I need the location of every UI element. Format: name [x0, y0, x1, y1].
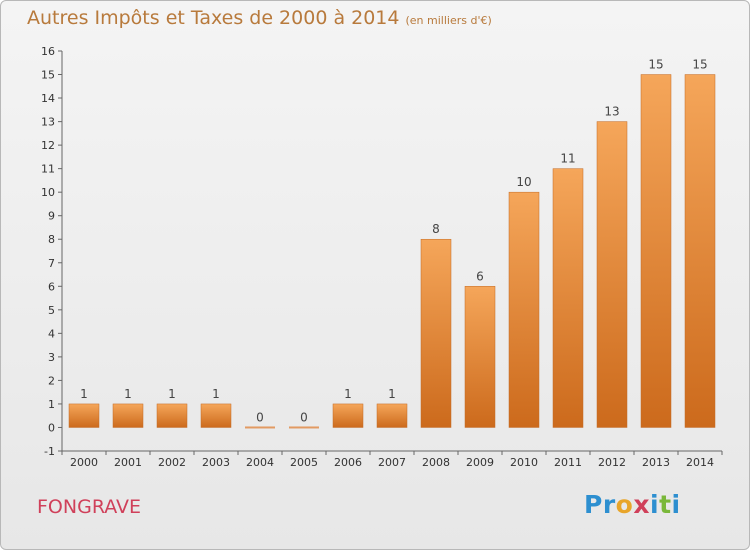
logo-letter: x	[633, 490, 650, 519]
bar-value-label: 1	[80, 387, 88, 401]
bar	[376, 403, 408, 428]
bar-value-label: 11	[560, 152, 575, 166]
y-tick-label: 7	[48, 257, 55, 270]
bar-value-label: 8	[432, 222, 440, 236]
y-tick-label: 1	[48, 398, 55, 411]
x-tick-label: 2002	[158, 456, 186, 469]
y-tick-label: 12	[41, 139, 55, 152]
bar	[464, 286, 496, 428]
y-tick-label: 15	[41, 69, 55, 82]
x-tick-label: 2001	[114, 456, 142, 469]
chart-subtitle: (en milliers d'€)	[405, 14, 492, 27]
bar-value-label: 1	[124, 387, 132, 401]
x-tick-label: 2006	[334, 456, 362, 469]
commune-name: FONGRAVE	[37, 496, 142, 518]
x-tick-label: 2011	[554, 456, 582, 469]
bar	[200, 403, 232, 428]
logo-letter: o	[615, 490, 634, 519]
proxiti-logo: Proxiti	[584, 490, 681, 519]
x-tick-label: 2003	[202, 456, 230, 469]
bar	[640, 74, 672, 428]
bar-value-label: 0	[256, 410, 264, 424]
logo-letter: i	[671, 490, 681, 519]
x-tick-label: 2004	[246, 456, 274, 469]
chart-title-text: Autres Impôts et Taxes de 2000 à 2014	[27, 7, 400, 29]
y-tick-label: -1	[44, 445, 55, 458]
y-tick-label: 2	[48, 374, 55, 387]
x-tick-label: 2008	[422, 456, 450, 469]
y-tick-label: 14	[41, 92, 55, 105]
x-tick-label: 2005	[290, 456, 318, 469]
x-tick-label: 2012	[598, 456, 626, 469]
logo-letter: i	[650, 490, 660, 519]
bar	[245, 426, 275, 429]
bar	[420, 238, 452, 428]
x-tick-label: 2013	[642, 456, 670, 469]
y-tick-label: 5	[48, 304, 55, 317]
bar-value-label: 13	[604, 105, 619, 119]
bar-value-label: 15	[692, 58, 707, 72]
y-tick-label: 11	[41, 163, 55, 176]
y-tick-label: 13	[41, 116, 55, 129]
bar-value-label: 1	[344, 387, 352, 401]
y-tick-label: 4	[48, 327, 55, 340]
bar-value-label: 0	[300, 410, 308, 424]
y-tick-label: 6	[48, 280, 55, 293]
logo-letter: t	[659, 490, 672, 519]
x-tick-label: 2009	[466, 456, 494, 469]
chart-title: Autres Impôts et Taxes de 2000 à 2014 (en…	[27, 7, 492, 29]
x-tick-label: 2000	[70, 456, 98, 469]
y-tick-label: 9	[48, 210, 55, 223]
bar-value-label: 6	[476, 269, 484, 283]
bar	[508, 191, 540, 428]
logo-letter: r	[602, 490, 616, 519]
y-tick-label: 16	[41, 45, 55, 58]
bar	[552, 168, 584, 428]
y-tick-label: 10	[41, 186, 55, 199]
bar	[156, 403, 188, 428]
logo-letter: P	[584, 490, 603, 519]
bar	[112, 403, 144, 428]
bar-value-label: 1	[388, 387, 396, 401]
bar	[684, 74, 716, 428]
y-tick-label: 8	[48, 233, 55, 246]
y-tick-label: 3	[48, 351, 55, 364]
bar	[289, 426, 319, 429]
bar-value-label: 15	[648, 58, 663, 72]
bar	[68, 403, 100, 428]
bar-value-label: 1	[168, 387, 176, 401]
x-tick-label: 2010	[510, 456, 538, 469]
bars	[68, 74, 716, 429]
bar-value-label: 1	[212, 387, 220, 401]
x-tick-label: 2014	[686, 456, 714, 469]
bar	[332, 403, 364, 428]
bar-value-label: 10	[516, 175, 531, 189]
x-tick-label: 2007	[378, 456, 406, 469]
y-tick-label: 0	[48, 421, 55, 434]
bar	[596, 121, 628, 428]
